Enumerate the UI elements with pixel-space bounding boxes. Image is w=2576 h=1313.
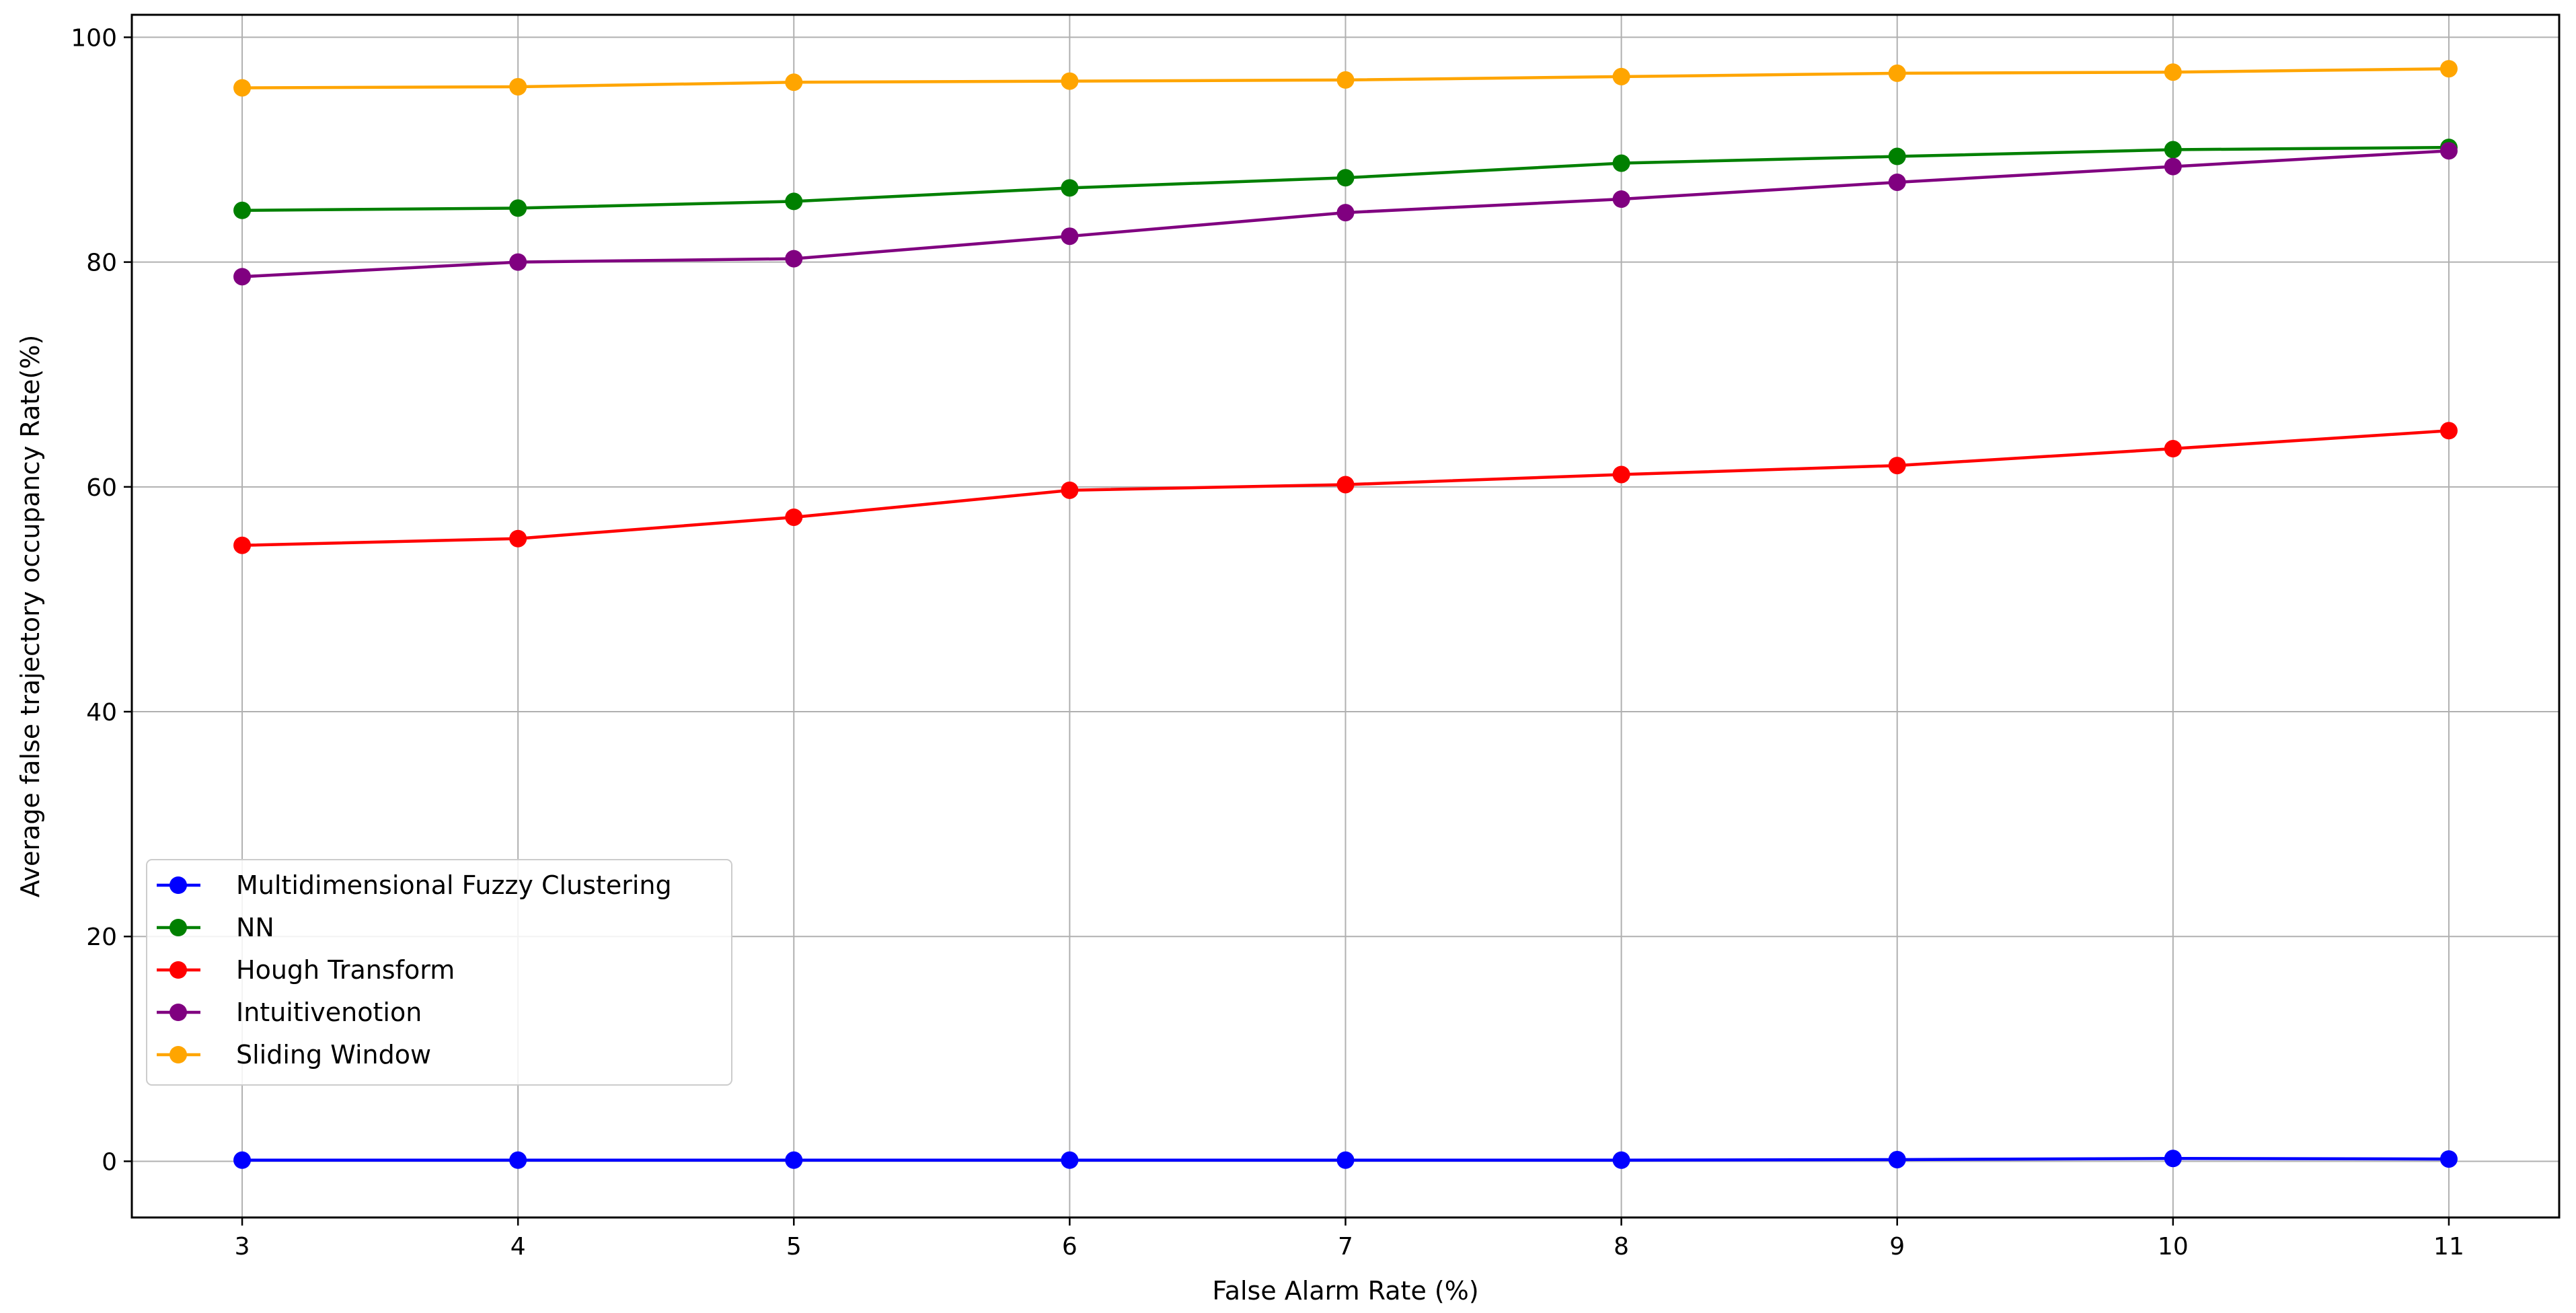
- x-tick-label: 4: [510, 1233, 526, 1261]
- data-point: [785, 73, 803, 91]
- data-point: [2164, 440, 2182, 458]
- legend-item: NN: [157, 913, 274, 942]
- data-point: [1336, 1151, 1355, 1169]
- legend-marker: [169, 961, 187, 979]
- legend-item: Intuitivenotion: [157, 998, 422, 1027]
- legend-marker: [169, 1046, 187, 1063]
- y-tick-label: 0: [102, 1148, 117, 1176]
- data-point: [1336, 204, 1355, 222]
- data-point: [2164, 1150, 2182, 1168]
- x-tick-label: 5: [786, 1233, 802, 1261]
- y-tick-label: 40: [86, 699, 117, 726]
- legend-item: Sliding Window: [157, 1040, 431, 1070]
- data-point: [509, 199, 527, 217]
- data-point: [2164, 63, 2182, 81]
- data-point: [1061, 227, 1079, 246]
- data-point: [233, 79, 252, 97]
- x-axis-label: False Alarm Rate (%): [1212, 1276, 1478, 1306]
- data-point: [2439, 142, 2458, 160]
- data-point: [1061, 72, 1079, 90]
- x-tick-label: 3: [235, 1233, 250, 1261]
- x-tick-label: 10: [2158, 1233, 2189, 1261]
- x-tick-label: 8: [1614, 1233, 1629, 1261]
- data-point: [509, 529, 527, 548]
- data-point: [1888, 457, 1906, 475]
- data-point: [1888, 1150, 1906, 1168]
- legend: Multidimensional Fuzzy Clustering NN Hough…: [146, 859, 732, 1086]
- data-point: [509, 77, 527, 96]
- legend-label: Intuitivenotion: [236, 998, 422, 1027]
- y-axis-label: Average false trajectory occupancy Rate(…: [15, 335, 45, 898]
- legend-item: Multidimensional Fuzzy Clustering: [157, 870, 672, 900]
- legend-box: [146, 859, 732, 1086]
- legend-item: Hough Transform: [157, 955, 455, 985]
- data-point: [2439, 422, 2458, 440]
- data-point: [1061, 1151, 1079, 1169]
- legend-label: NN: [236, 913, 274, 942]
- y-tick-label: 20: [86, 924, 117, 951]
- data-point: [1336, 71, 1355, 89]
- series-layer: [233, 60, 2458, 1169]
- data-point: [785, 508, 803, 526]
- y-tick-label: 80: [86, 250, 117, 277]
- x-tick-label: 6: [1062, 1233, 1077, 1261]
- data-point: [1612, 465, 1630, 484]
- y-tick-label: 60: [86, 474, 117, 502]
- data-point: [1888, 173, 1906, 191]
- data-point: [233, 536, 252, 554]
- data-point: [2164, 157, 2182, 176]
- legend-label: Multidimensional Fuzzy Clustering: [236, 870, 672, 900]
- x-tick-label: 7: [1338, 1233, 1353, 1261]
- x-tick-label: 9: [1889, 1233, 1905, 1261]
- data-point: [1612, 190, 1630, 209]
- x-tick-label: 11: [2433, 1233, 2464, 1261]
- series-3: [233, 142, 2458, 286]
- data-point: [2164, 141, 2182, 159]
- series-4: [233, 60, 2458, 97]
- data-point: [2439, 1150, 2458, 1168]
- y-tick-label: 100: [71, 24, 117, 52]
- data-point: [233, 201, 252, 219]
- data-point: [1061, 179, 1079, 197]
- data-point: [785, 1151, 803, 1169]
- legend-label: Sliding Window: [236, 1040, 431, 1070]
- data-point: [233, 268, 252, 286]
- data-point: [509, 253, 527, 271]
- data-point: [1612, 67, 1630, 85]
- data-point: [509, 1151, 527, 1169]
- data-point: [785, 250, 803, 268]
- axis-ticks: 3 4 5 6 7 8 9 10 11 0 20 40 60 80 100: [71, 24, 2464, 1261]
- data-point: [1336, 169, 1355, 187]
- data-point: [1061, 481, 1079, 499]
- data-point: [1888, 147, 1906, 165]
- data-point: [1336, 476, 1355, 494]
- data-point: [1612, 154, 1630, 172]
- data-point: [1612, 1151, 1630, 1169]
- data-point: [233, 1151, 252, 1169]
- data-point: [1888, 64, 1906, 82]
- data-point: [2439, 60, 2458, 78]
- legend-marker: [169, 1004, 187, 1021]
- legend-marker: [169, 876, 187, 894]
- legend-label: Hough Transform: [236, 955, 455, 985]
- data-point: [785, 192, 803, 211]
- legend-marker: [169, 919, 187, 936]
- series-2: [233, 422, 2458, 554]
- series-0: [233, 1150, 2458, 1169]
